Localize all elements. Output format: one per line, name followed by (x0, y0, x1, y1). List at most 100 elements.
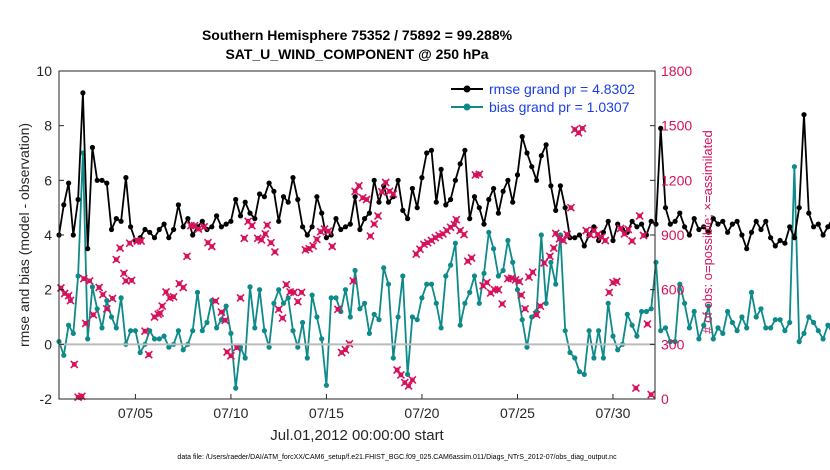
rmse-point (166, 235, 172, 241)
rmse-point (80, 90, 86, 96)
obs-point (475, 170, 484, 179)
obs-point (459, 230, 469, 239)
rmse-point (319, 210, 325, 216)
bias-point (734, 328, 740, 334)
obs-point (125, 239, 134, 248)
bias-point (825, 322, 830, 328)
obs-point-cross (125, 239, 134, 248)
x-axis-label: Jul.01,2012 00:00:00 start (270, 427, 444, 444)
obs-point-cross (156, 309, 165, 318)
rmse-point (725, 229, 731, 235)
bias-point (624, 311, 630, 317)
rmse-point (448, 196, 454, 203)
y-right-tick-label: 600 (661, 282, 685, 298)
rmse-point (156, 226, 162, 233)
obs-point (116, 244, 125, 253)
obs-point-cross (393, 365, 402, 375)
x-tick-label: 07/15 (309, 405, 344, 421)
rmse-point (433, 199, 439, 205)
rmse-point (371, 177, 377, 183)
bias-point (639, 308, 645, 315)
obs-point-cross (563, 230, 572, 239)
rmse-point (471, 194, 478, 200)
obs-point (482, 278, 491, 287)
rmse-point (629, 218, 635, 224)
rmse-point (715, 221, 721, 227)
bias-point (362, 300, 368, 306)
bias-point (748, 289, 755, 295)
bias-point (476, 300, 482, 306)
obs-point (282, 280, 291, 289)
obs-point (605, 288, 614, 297)
rmse-point (720, 218, 726, 224)
bias-point (457, 322, 463, 328)
bias-point (409, 314, 415, 320)
bias-point (715, 325, 721, 331)
obs-point (266, 238, 276, 247)
obs-point-cross (396, 370, 405, 379)
obs-point-cross (389, 189, 398, 199)
bias-point (166, 344, 172, 350)
bias-point (653, 259, 659, 265)
rmse-point (529, 164, 535, 170)
rmse-point (452, 177, 458, 183)
obs-point-cross (635, 211, 644, 220)
bias-point (811, 319, 817, 326)
bias-point (405, 371, 411, 377)
bias-point (629, 322, 635, 328)
rmse-point (276, 218, 282, 224)
rmse-point (290, 175, 296, 181)
obs-point-cross (108, 294, 117, 303)
obs-point-cross (116, 244, 125, 253)
obs-point-cross (261, 229, 270, 238)
bias-point (505, 237, 511, 244)
rmse-point (342, 224, 349, 230)
bias-point (104, 298, 110, 304)
rmse-point (686, 232, 693, 238)
obs-point (612, 277, 621, 286)
x-tick-label: 07/05 (118, 405, 153, 421)
y-right-tick-label: 1200 (661, 172, 692, 188)
bias-point (204, 319, 210, 326)
obs-point-cross (320, 224, 329, 234)
bias-point (271, 300, 277, 306)
rmse-point (500, 188, 506, 194)
obs-point-cross (102, 304, 111, 313)
bias-point (772, 317, 778, 323)
obs-point (631, 384, 640, 393)
rmse-point (553, 207, 559, 213)
obs-point (381, 178, 390, 187)
rmse-point (543, 142, 549, 148)
bias-point (314, 314, 320, 320)
obs-point-cross (324, 227, 333, 236)
obs-point-cross (498, 299, 507, 308)
rmse-point (347, 221, 353, 227)
rmse-point (252, 216, 258, 222)
bias-point (610, 333, 616, 339)
bias-point (428, 281, 435, 287)
y-tick-label: 2 (44, 282, 52, 298)
rmse-point (514, 172, 521, 178)
bias-point (462, 300, 468, 306)
obs-point-cross (605, 288, 614, 297)
y-tick-label: 6 (44, 172, 52, 188)
obs-point-cross (578, 124, 587, 133)
obs-point-cross (274, 305, 283, 314)
x-tick-label: 07/25 (500, 405, 535, 421)
rmse-point (104, 180, 110, 186)
obs-point (158, 302, 167, 311)
obs-point (79, 274, 88, 283)
y-right-tick-label: 1500 (661, 118, 692, 134)
rmse-point (787, 224, 793, 230)
obs-point-cross (408, 375, 417, 384)
obs-point (102, 304, 111, 313)
obs-point-cross (400, 378, 409, 387)
obs-point (200, 222, 209, 231)
obs-point-cross (119, 269, 128, 278)
obs-point-cross (190, 221, 199, 230)
obs-point (647, 390, 656, 399)
rmse-point (266, 180, 272, 186)
obs-point (628, 236, 637, 246)
obs-point (226, 351, 235, 360)
